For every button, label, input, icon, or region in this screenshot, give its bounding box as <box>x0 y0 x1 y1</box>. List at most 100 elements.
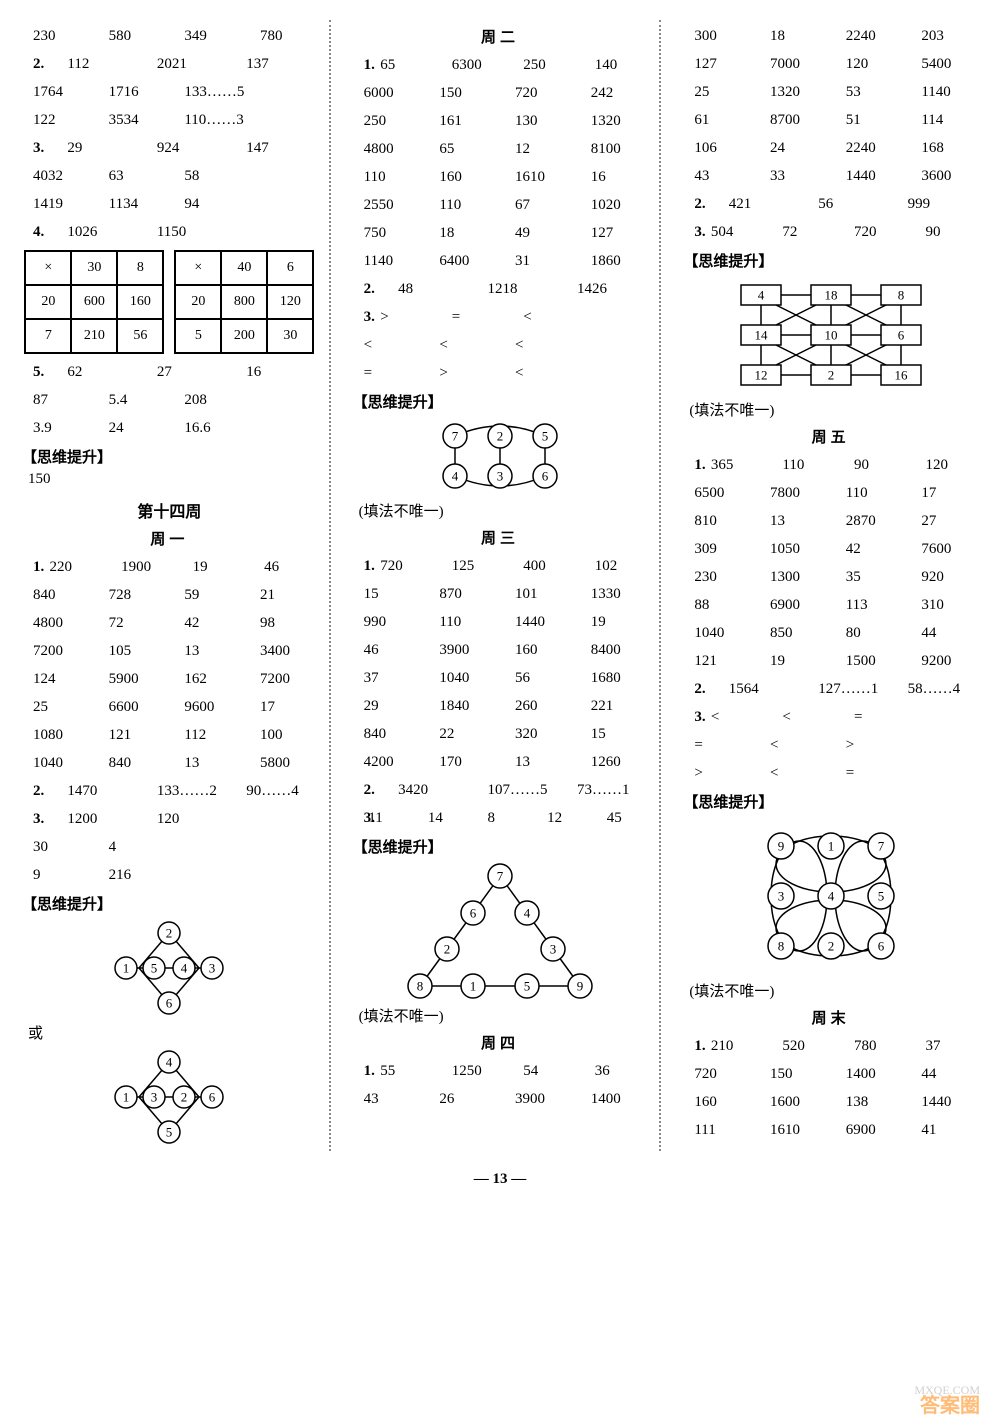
data-row: 3.5047272090 <box>679 220 982 244</box>
val: 120 <box>910 453 982 477</box>
val <box>906 761 982 785</box>
val: 112 <box>52 52 141 76</box>
val: 162 <box>169 667 245 691</box>
val <box>245 164 321 188</box>
val: 1680 <box>576 666 652 690</box>
diamond-figure-2: 413265 <box>114 1047 224 1147</box>
val: < <box>696 705 768 729</box>
val: 62 <box>52 360 141 384</box>
val: 2870 <box>831 509 907 533</box>
data-row: 2.1564127……158……4 <box>679 677 982 701</box>
val: 6900 <box>755 593 831 617</box>
day-heading: 周一 <box>18 528 321 549</box>
cell: 200 <box>221 319 267 353</box>
val <box>245 835 321 859</box>
data-row: 3091050427600 <box>679 537 982 561</box>
val: 160 <box>424 165 500 189</box>
val: 1218 <box>473 277 562 301</box>
val: 121 <box>94 723 170 747</box>
cell: 30 <box>71 251 117 285</box>
val: 504 <box>696 220 768 244</box>
val: 1250 <box>437 1059 509 1083</box>
val: 1764 <box>18 80 94 104</box>
val: 9 <box>18 863 94 887</box>
six-circle-figure: 725 436 <box>430 416 570 496</box>
val: 17 <box>906 481 982 505</box>
val: 720 <box>365 554 437 578</box>
val: 13 <box>169 751 245 775</box>
svg-text:7: 7 <box>497 869 504 884</box>
val: 133……2 <box>142 779 231 803</box>
svg-text:7: 7 <box>452 429 459 444</box>
val: 4800 <box>349 137 425 161</box>
val: < <box>755 761 831 785</box>
column-3: 3001822402031277000120540025132053114061… <box>671 20 990 1151</box>
data-row: 4639001608400 <box>349 638 652 662</box>
svg-text:5: 5 <box>877 889 884 904</box>
val: 15 <box>576 722 652 746</box>
val: 1419 <box>18 192 94 216</box>
cell: × <box>25 251 71 285</box>
val: 920 <box>906 565 982 589</box>
val: 101 <box>500 582 576 606</box>
val: 80 <box>831 621 907 645</box>
val: 2550 <box>349 193 425 217</box>
val: < <box>767 705 839 729</box>
val: 100 <box>245 723 321 747</box>
val: 105 <box>94 639 170 663</box>
val: 110……3 <box>169 108 245 132</box>
val: 72 <box>94 611 170 635</box>
val: < <box>755 733 831 757</box>
or-text: 或 <box>28 1022 321 1043</box>
val: 98 <box>245 611 321 635</box>
val: 16.6 <box>169 416 245 440</box>
val: 73……1 <box>562 778 651 802</box>
svg-text:5: 5 <box>542 429 549 444</box>
svg-text:6: 6 <box>542 469 549 484</box>
val: 1564 <box>714 677 803 701</box>
val: 150 <box>755 1062 831 1086</box>
val: 1860 <box>576 249 652 273</box>
data-row: 4200170131260 <box>349 750 652 774</box>
val <box>910 705 982 729</box>
val: 1840 <box>424 694 500 718</box>
data-row: 251320531140 <box>679 80 982 104</box>
data-row: 110160161016 <box>349 165 652 189</box>
val: 4200 <box>349 750 425 774</box>
brain-heading: 【思维提升】 <box>353 391 652 412</box>
svg-text:14: 14 <box>754 328 768 343</box>
val: 720 <box>679 1062 755 1086</box>
day-heading: 周五 <box>679 426 982 447</box>
val: 1900 <box>106 555 178 579</box>
data-row: 10408508044 <box>679 621 982 645</box>
val: 29 <box>349 694 425 718</box>
svg-text:4: 4 <box>757 288 764 303</box>
fig-note: (填法不唯一) <box>689 980 982 1001</box>
val: 120 <box>142 807 231 831</box>
svg-text:4: 4 <box>524 906 531 921</box>
val: 46 <box>249 555 321 579</box>
val: 13 <box>169 639 245 663</box>
data-row: 3.111481245 <box>349 806 652 830</box>
val: 29 <box>52 136 141 160</box>
val: 49 <box>500 221 576 245</box>
data-row: 291840260221 <box>349 694 652 718</box>
val: 1200 <box>52 807 141 831</box>
val: 27 <box>142 360 231 384</box>
val <box>231 220 320 244</box>
val: 6500 <box>679 481 755 505</box>
val: 121 <box>679 649 755 673</box>
val: 94 <box>169 192 245 216</box>
val: 122 <box>18 108 94 132</box>
val: 110 <box>424 610 500 634</box>
val: 53 <box>831 80 907 104</box>
val: 41 <box>906 1118 982 1142</box>
val: 58……4 <box>893 677 982 701</box>
svg-text:2: 2 <box>497 429 504 444</box>
val: 840 <box>18 583 94 607</box>
val: 55 <box>365 1059 437 1083</box>
svg-text:6: 6 <box>166 996 173 1011</box>
val: 18 <box>755 24 831 48</box>
val: 16 <box>576 165 652 189</box>
val: 1600 <box>755 1090 831 1114</box>
